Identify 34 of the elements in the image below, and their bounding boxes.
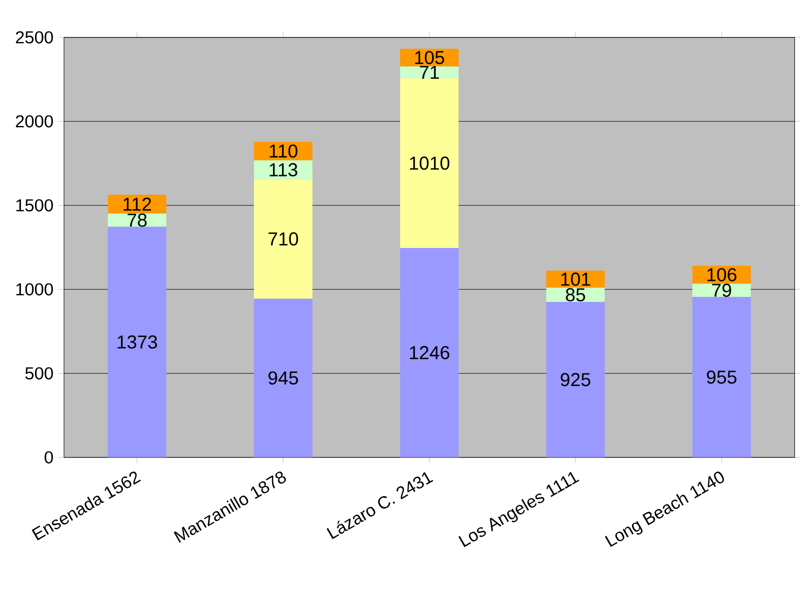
y-tick-label: 1500 <box>16 199 53 212</box>
data-label: 78 <box>128 213 147 227</box>
y-tick-label: 2000 <box>16 115 53 128</box>
y-tick-label: 0 <box>44 451 53 464</box>
data-label: 79 <box>712 284 732 297</box>
data-label: 945 <box>268 371 298 385</box>
data-label: 110 <box>270 144 298 158</box>
data-label: 955 <box>706 370 736 384</box>
data-label: 925 <box>560 373 590 386</box>
bar <box>108 226 166 458</box>
bar <box>692 296 751 458</box>
y-tick-label: 2500 <box>16 31 53 44</box>
y-tick-label: 500 <box>25 367 53 380</box>
bar <box>400 78 459 248</box>
data-label: 101 <box>561 272 590 286</box>
data-label: 112 <box>124 198 152 211</box>
data-label: 113 <box>270 163 298 176</box>
bar <box>108 194 166 214</box>
bar <box>254 179 312 299</box>
data-label: 105 <box>415 50 444 64</box>
bar <box>692 284 751 297</box>
data-label: 1373 <box>118 335 157 349</box>
data-label: 106 <box>707 268 736 282</box>
y-tick-label: 1000 <box>16 283 53 296</box>
data-label: 1246 <box>410 346 450 360</box>
bar <box>400 66 459 78</box>
data-label: 85 <box>566 288 586 302</box>
bar <box>254 160 312 180</box>
bar <box>546 302 605 458</box>
data-label: 710 <box>268 232 298 246</box>
bar <box>400 248 459 458</box>
data-label: 71 <box>420 66 439 79</box>
bar <box>254 298 312 458</box>
data-label: 1010 <box>410 156 450 170</box>
